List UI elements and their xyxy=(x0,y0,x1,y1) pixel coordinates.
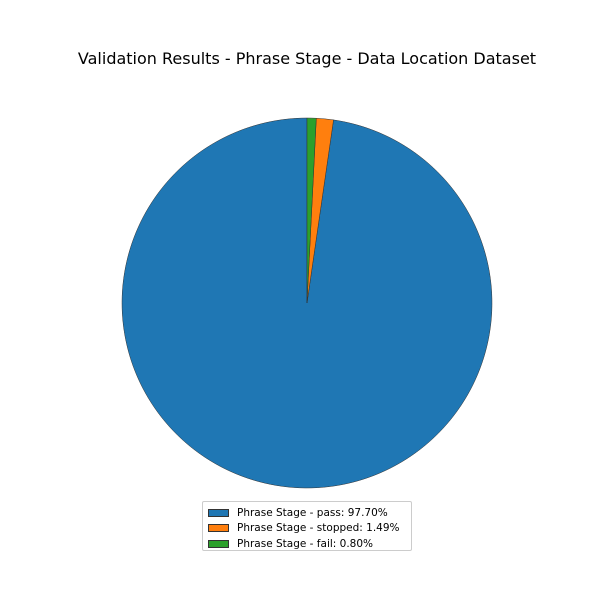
legend-item-pass: Phrase Stage - pass: 97.70% xyxy=(208,505,406,521)
legend-swatch-stopped xyxy=(208,524,229,533)
legend-label-stopped: Phrase Stage - stopped: 1.49% xyxy=(237,522,400,535)
legend: Phrase Stage - pass: 97.70% Phrase Stage… xyxy=(202,501,412,551)
chart-title: Validation Results - Phrase Stage - Data… xyxy=(77,49,537,68)
legend-swatch-fail xyxy=(208,539,229,548)
legend-item-fail: Phrase Stage - fail: 0.80% xyxy=(208,536,406,552)
legend-item-stopped: Phrase Stage - stopped: 1.49% xyxy=(208,521,406,537)
legend-swatch-pass xyxy=(208,508,229,517)
legend-label-fail: Phrase Stage - fail: 0.80% xyxy=(237,537,374,550)
pie-slice-fail xyxy=(306,117,317,304)
legend-label-pass: Phrase Stage - pass: 97.70% xyxy=(237,506,388,519)
